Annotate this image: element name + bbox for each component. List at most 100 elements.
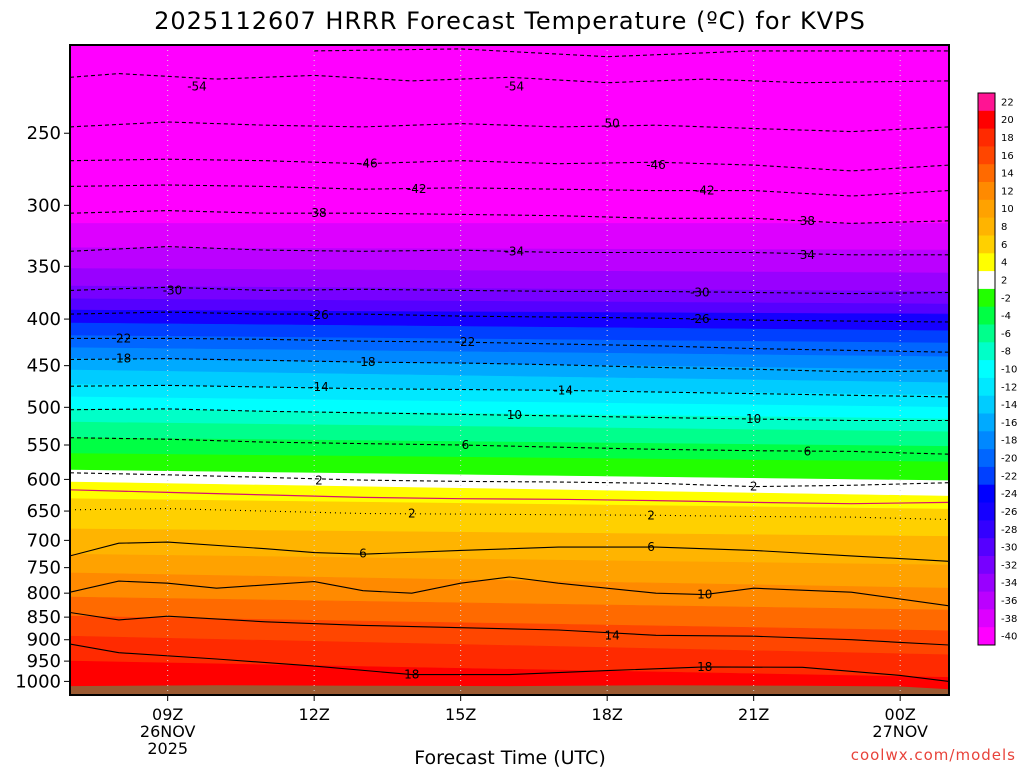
temperature-band <box>70 223 949 251</box>
contour-label: 50 <box>604 117 619 131</box>
temperature-band <box>70 572 949 611</box>
contour-label: -26 <box>690 312 710 326</box>
y-axis: 2503003504004505005506006507007508008509… <box>15 123 70 692</box>
colorbar-label: 20 <box>1001 115 1014 126</box>
contour-label: 6 <box>647 540 655 554</box>
colorbar: 22 20 18 16 14 12 10 8 6 4 2 -2 -4 -6 -8 -10 -12 -14 -16 -1… <box>977 92 1017 646</box>
temperature-band <box>70 528 949 566</box>
temperature-band <box>70 453 949 482</box>
contour-layer <box>70 48 949 682</box>
colorbar-swatch <box>978 235 995 254</box>
contour-line <box>70 611 949 646</box>
colorbar-label: 12 <box>1001 186 1014 197</box>
temperature-band <box>70 498 949 537</box>
temperature-band <box>70 408 949 433</box>
y-tick-label: 750 <box>27 558 61 579</box>
contour-label: -14 <box>309 380 329 394</box>
contour-label: 2 <box>750 480 758 494</box>
y-tick-label: 550 <box>27 435 61 456</box>
x-tick-label: 12Z <box>299 705 330 724</box>
colorbar-label: -38 <box>1001 614 1017 625</box>
ground-terrain <box>70 685 949 695</box>
temperature-band <box>70 322 949 344</box>
colorbar-label: -8 <box>1001 347 1011 358</box>
contour-label: -54 <box>505 79 525 93</box>
colorbar-swatch <box>978 502 995 521</box>
colorbar-swatch <box>978 556 995 575</box>
colorbar-swatch <box>978 395 995 414</box>
contour-line <box>70 643 949 682</box>
contour-label: -46 <box>358 157 378 171</box>
x-tick-label: 09Z <box>152 705 183 724</box>
colorbar-swatch <box>978 449 995 468</box>
contour-label: 2 <box>647 508 655 522</box>
temperature-band <box>70 396 949 420</box>
colorbar-swatch <box>978 306 995 325</box>
contour-label: 18 <box>404 668 419 682</box>
temperature-band <box>70 309 949 332</box>
contour-label: 18 <box>697 660 712 674</box>
colorbar-label: -36 <box>1001 596 1017 607</box>
colorbar-swatch <box>978 93 995 112</box>
colorbar-label: -6 <box>1001 329 1011 340</box>
contour-label: 6 <box>804 444 812 458</box>
contour-label: 10 <box>746 412 761 426</box>
y-tick-label: 900 <box>27 630 61 651</box>
contour-label: -14 <box>553 383 573 397</box>
colorbar-swatch <box>978 360 995 379</box>
y-tick-label: 500 <box>27 397 61 418</box>
colorbar-label: 4 <box>1001 258 1007 269</box>
colorbar-label: -10 <box>1001 365 1017 376</box>
colorbar-label: -34 <box>1001 578 1017 589</box>
colorbar-label: -22 <box>1001 471 1017 482</box>
x-tick-label: 27NOV <box>872 722 928 741</box>
temperature-band <box>70 369 949 396</box>
y-tick-label: 650 <box>27 501 61 522</box>
contour-label: -46 <box>646 158 666 172</box>
y-tick-label: 400 <box>27 309 61 330</box>
colorbar-swatch <box>978 377 995 397</box>
temperature-band <box>70 298 949 315</box>
colorbar-swatch <box>978 538 995 557</box>
contour-label-layer: -54 -54 50 -46 -46 -42 -42 38 38 -34 34 -30 -30 -26 -2… <box>116 79 815 681</box>
contour-label: 6 <box>359 547 367 561</box>
y-tick-label: 300 <box>27 195 61 216</box>
colorbar-swatch <box>978 110 995 129</box>
colorbar-swatch <box>978 520 995 539</box>
colorbar-swatch <box>978 164 995 183</box>
credit-link[interactable]: coolwx.com/models <box>851 746 1016 764</box>
y-tick-label: 450 <box>27 356 61 377</box>
colorbar-label: 16 <box>1001 151 1014 162</box>
contour-label: -30 <box>163 283 183 297</box>
colorbar-frame <box>977 92 996 646</box>
x-axis-label: Forecast Time (UTC) <box>414 747 605 768</box>
colorbar-label: -14 <box>1001 400 1017 411</box>
y-tick-label: 350 <box>27 256 61 277</box>
colorbar-label: -24 <box>1001 489 1017 500</box>
temperature-band <box>70 437 949 463</box>
contour-label: -34 <box>505 244 525 258</box>
colorbar-label: 2 <box>1001 276 1007 287</box>
temperature-band <box>70 553 949 589</box>
colorbar-label: 8 <box>1001 222 1007 233</box>
contour-line <box>70 576 949 607</box>
y-tick-label: 850 <box>27 607 61 628</box>
contour-label: -42 <box>407 182 427 196</box>
colorbar-label: 6 <box>1001 240 1007 251</box>
temperature-band <box>70 358 949 384</box>
colorbar-swatch <box>978 128 995 147</box>
contour-label: 14 <box>604 628 619 642</box>
temperature-band <box>70 596 949 632</box>
colorbar-swatch <box>978 466 995 486</box>
colorbar-swatch <box>978 253 995 272</box>
colorbar-swatch <box>978 413 995 432</box>
colorbar-label: -28 <box>1001 525 1017 536</box>
contour-label: 34 <box>800 248 815 262</box>
contour-label: 18 <box>360 355 375 369</box>
colorbar-swatch <box>978 627 995 646</box>
contour-label: 18 <box>116 352 131 366</box>
colorbar-swatch <box>978 324 995 343</box>
colorbar-swatch <box>978 182 995 201</box>
